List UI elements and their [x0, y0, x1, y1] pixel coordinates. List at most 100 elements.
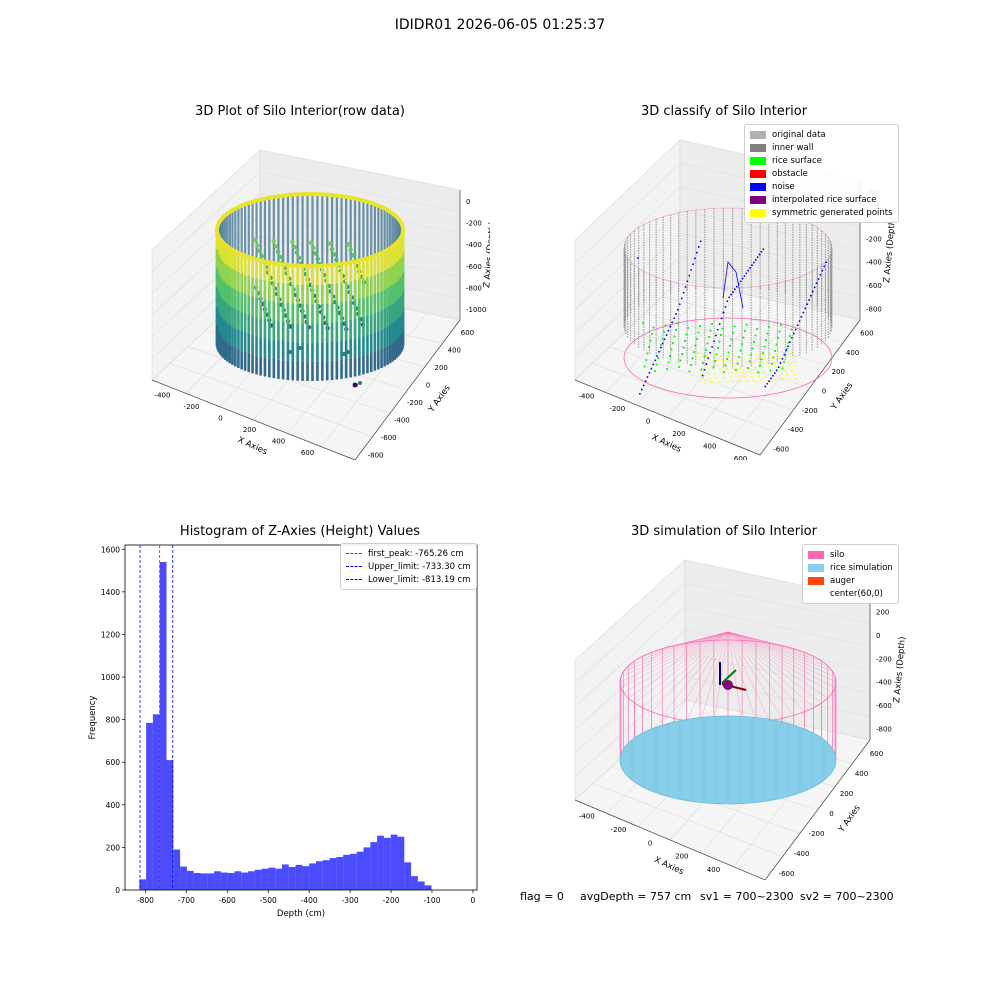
classify-rice-point: [664, 324, 667, 327]
classify-noise-point: [785, 349, 787, 352]
simulation-x-tick-label: -200: [611, 826, 627, 834]
classify-legend-item: obstacle: [750, 167, 893, 180]
classify-rice-point: [718, 340, 721, 343]
histogram-x-tick-label: -700: [178, 896, 195, 905]
classify-rice-point: [667, 361, 670, 364]
raw-interior-point: [297, 303, 303, 308]
classify-rice-point: [726, 358, 728, 360]
raw-interior-point: [346, 242, 351, 247]
classify-rice-point: [741, 343, 743, 345]
raw-grid-wall: [151, 171, 261, 272]
simulation-silo-roof-wire: [727, 631, 814, 657]
classify-symmetric-point: [740, 367, 742, 370]
classify-rice-point: [679, 359, 682, 362]
classify-noise-point: [787, 345, 789, 347]
classify-rice-point: [703, 355, 706, 358]
simulation-silo-roof-wire: [651, 631, 729, 712]
classify-symmetric-point: [774, 378, 776, 381]
histogram-bar: [309, 863, 316, 890]
simulation-legend-item: rice simulation: [808, 561, 893, 574]
classify-noise-point: [800, 316, 803, 318]
classify-noise-point: [755, 259, 757, 261]
classify-symmetric-point: [755, 353, 757, 356]
histogram-chart[interactable]: -800 -700 -600 -500 -400 -300 -200 -100 0 0 200 400…: [80, 535, 490, 920]
classify-y-axis-line: [759, 319, 861, 456]
raw-grid-wall: [259, 171, 461, 212]
simulation-3d-plot[interactable]: -400 -200 0 200 400 600 -600 -400 -200 0 200 400 600…: [560, 550, 920, 880]
histogram-bar: [193, 872, 201, 890]
classify-symmetric-point: [762, 353, 764, 356]
classify-symmetric-point: [743, 358, 745, 361]
classify-noise-point: [663, 338, 666, 340]
classify-rice-point: [759, 365, 761, 367]
classify-symmetric-point: [777, 370, 779, 372]
raw-z-tick-label: 0: [466, 198, 470, 206]
classify-rice-point: [681, 353, 683, 355]
classify-symmetric-point: [738, 363, 740, 365]
histogram-bar: [234, 871, 242, 890]
raw-interior-point: [307, 282, 313, 288]
simulation-legend-item: center(60,0): [808, 587, 893, 600]
classify-noise-point: [682, 291, 685, 294]
classify-rice-point: [661, 337, 664, 340]
classify-noise-point: [679, 303, 681, 305]
classify-noise-point: [764, 385, 767, 388]
classify-noise-point: [730, 293, 732, 296]
classify-rice-point: [786, 348, 788, 350]
histogram-bar: [322, 860, 330, 890]
histogram-bar: [146, 722, 153, 890]
classify-noise-point: [726, 300, 729, 302]
histogram-y-tick-label: 0: [115, 886, 120, 895]
classify-legend-label: obstacle: [772, 168, 808, 179]
classify-symmetric-point: [709, 377, 711, 380]
classify-rice-point: [769, 369, 772, 372]
classify-rice-point: [745, 323, 748, 326]
classify-symmetric-point: [789, 365, 791, 368]
simulation-silo-roof-wire: [699, 631, 729, 642]
classify-rice-point: [768, 326, 770, 328]
classify-rice-point: [717, 347, 719, 349]
classify-x-tick-label: 0: [646, 417, 650, 425]
classify-noise-point: [698, 246, 700, 248]
classify-legend-item: inner wall: [750, 141, 893, 154]
classify-noise-point: [696, 251, 698, 254]
classify-z-tick-label: -200: [866, 235, 882, 243]
classify-noise-point: [815, 282, 818, 284]
raw-interior-point: [294, 250, 299, 255]
classify-3d-plot[interactable]: -400 -200 0 200 400 600 -600 -400 -200 0 200 400 600…: [560, 130, 920, 460]
raw-x-tick-label: -200: [184, 403, 200, 411]
histogram-bar: [180, 866, 187, 890]
classify-symmetric-point: [730, 376, 732, 379]
simulation-z-tick-label: -800: [876, 725, 892, 733]
classify-rice-point: [684, 340, 686, 342]
classify-symmetric-point: [769, 353, 771, 356]
classify-z-tick-label: -400: [866, 259, 882, 267]
histogram-bar: [302, 866, 310, 890]
classify-rice-point: [751, 347, 754, 350]
simulation-silo-roof-wire: [628, 631, 729, 699]
classify-grid-wall: [574, 186, 681, 287]
classify-x-tick-label: 400: [703, 442, 716, 450]
raw-z-tick-label: -1000: [466, 306, 486, 314]
classify-symmetric-point: [741, 354, 743, 357]
simulation-grid-wall: [684, 583, 871, 624]
classify-legend-label: original data: [772, 129, 826, 140]
raw-3d-plot[interactable]: -400-2000200400600800-800-600-400-200020…: [130, 130, 490, 460]
classify-rice-point: [666, 368, 668, 370]
classify-noise-point: [684, 286, 687, 288]
classify-noise-point: [686, 280, 689, 283]
simulation-silo-roof-wire: [727, 631, 833, 672]
classify-symmetric-point: [742, 371, 744, 374]
classify-x-tick-label: -200: [609, 405, 625, 413]
classify-symmetric-point: [753, 379, 755, 382]
simulation-grid-wall: [684, 653, 871, 694]
histogram-frame: [124, 544, 478, 891]
histogram-x-tick-label: -300: [342, 896, 359, 905]
raw-axes-box: -400-2000200400600800-800-600-400-200020…: [151, 149, 490, 460]
simulation-grid-wall: [684, 676, 871, 717]
classify-noise-point: [796, 324, 799, 326]
classify-noise-point: [675, 313, 677, 315]
classify-rice-point: [777, 337, 779, 339]
classify-noise-point: [791, 337, 793, 339]
classify-symmetric-point: [766, 362, 768, 364]
